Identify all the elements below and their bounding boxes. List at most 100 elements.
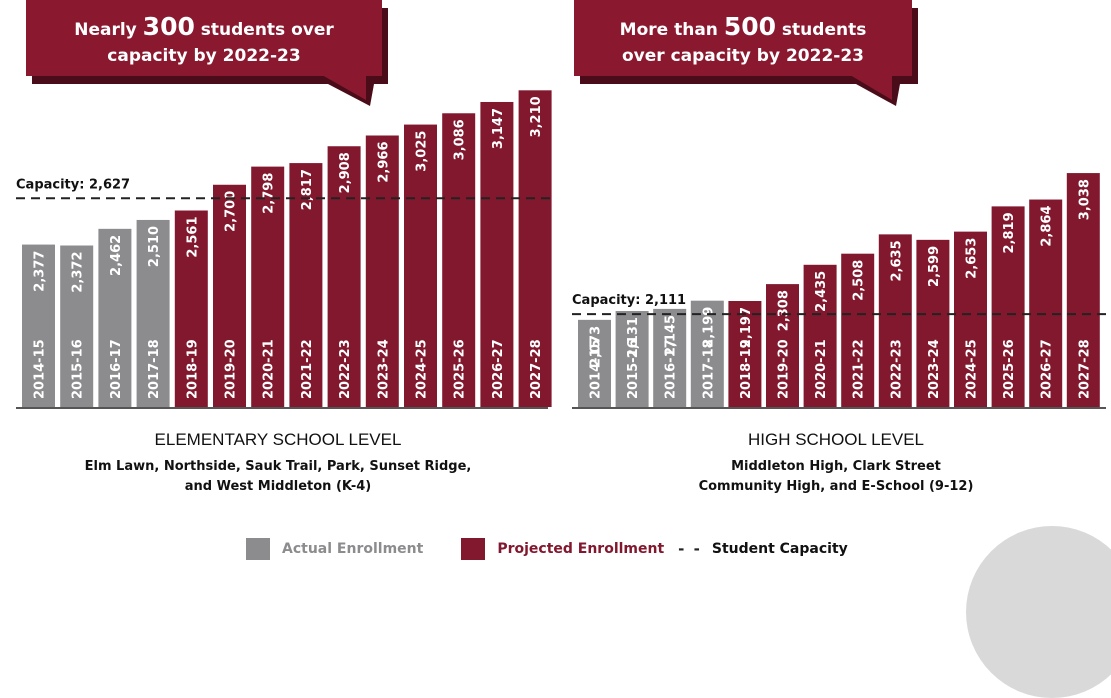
category-label: 2024-25 [415, 339, 430, 399]
category-label: 2027-28 [1077, 339, 1092, 399]
bar-2025-26 [991, 206, 1025, 407]
legend-projected-swatch [461, 538, 486, 560]
category-label: 2019-20 [224, 339, 239, 399]
category-label: 2021-22 [852, 339, 867, 399]
category-label: 2017-18 [701, 339, 716, 399]
value-label: 2,510 [147, 226, 162, 267]
bar-2014-15 [578, 319, 611, 407]
callout-text-line-1: More than 500 students [620, 12, 867, 41]
callout-box [26, 0, 382, 76]
category-label: 2014-15 [33, 339, 48, 399]
value-label: 2,377 [33, 251, 48, 292]
value-label: 2,308 [777, 290, 792, 331]
bar-2027-28 [1066, 173, 1100, 407]
bar-2016-17 [98, 228, 132, 407]
bar-2015-16 [615, 311, 649, 407]
bar-2018-19 [174, 210, 208, 407]
category-label: 2025-26 [453, 339, 468, 399]
chart-title: ELEMENTARY SCHOOL LEVEL [155, 430, 402, 449]
value-label: 2,817 [300, 169, 315, 210]
category-label: 2014-15 [589, 339, 604, 399]
callout-box [574, 0, 912, 76]
category-label: 2018-19 [185, 339, 200, 399]
bar-2025-26 [442, 113, 476, 407]
callout-text-segment: Nearly [74, 20, 142, 40]
value-label: 2,653 [965, 238, 980, 279]
callout-text-segment: More than [620, 20, 724, 40]
callout-text-segment: students [776, 20, 866, 40]
bar-2016-17 [653, 308, 687, 407]
value-label: 2,462 [109, 235, 124, 276]
bar-2022-23 [327, 146, 361, 407]
bar-2022-23 [878, 234, 912, 407]
category-label: 2016-17 [664, 339, 679, 399]
category-label: 2020-21 [814, 339, 829, 399]
category-label: 2015-16 [626, 339, 641, 399]
callout-text-segment: 500 [724, 12, 776, 41]
callout-text-line-2: over capacity by 2022-23 [622, 46, 864, 66]
category-label: 2023-24 [376, 339, 391, 399]
value-label: 2,908 [338, 152, 353, 193]
value-label: 2,197 [739, 307, 754, 348]
value-label: 3,210 [529, 96, 544, 137]
chart-subtitle-line-1: Middleton High, Clark Street [731, 459, 941, 474]
bar-2020-21 [251, 166, 285, 407]
category-label: 2017-18 [147, 339, 162, 399]
callout-text-segment: capacity by 2022-23 [107, 46, 300, 66]
bar-2021-22 [289, 163, 323, 407]
value-label: 2,798 [262, 173, 277, 214]
category-label: 2022-23 [889, 339, 904, 399]
callout-text-line-1: Nearly 300 students over [74, 12, 334, 41]
bar-2023-24 [916, 239, 950, 407]
value-label: 3,038 [1077, 179, 1092, 220]
legend-capacity-label: Student Capacity [711, 541, 848, 557]
bar-2027-28 [518, 90, 552, 408]
value-label: 2,599 [927, 246, 942, 287]
bar-2020-21 [803, 264, 837, 407]
legend-actual: Actual Enrollment [246, 538, 423, 560]
category-label: 2016-17 [109, 339, 124, 399]
value-label: 2,372 [71, 252, 86, 293]
callout-pointer [850, 75, 892, 100]
chart-subtitle-line-2: and West Middleton (K-4) [185, 479, 372, 494]
category-label: 2020-21 [262, 339, 277, 399]
value-label: 2,131 [626, 317, 641, 358]
elementary-chart: Nearly 300 students over capacity by 2022… [16, 0, 552, 494]
callout-text-segment: 300 [143, 12, 195, 41]
bar-2019-20 [213, 184, 246, 407]
chart-subtitle-line-1: Elm Lawn, Northside, Sauk Trail, Park, S… [85, 459, 472, 474]
value-label: 3,147 [491, 108, 506, 149]
category-label: 2025-26 [1002, 339, 1017, 399]
enrollment-charts: Nearly 300 students over capacity by 2022… [16, 0, 1106, 494]
callout-text-segment: students over [195, 20, 335, 40]
value-label: 3,025 [415, 131, 430, 172]
value-label: 2,561 [185, 217, 200, 258]
chart-title: HIGH SCHOOL LEVEL [748, 430, 924, 449]
bar-2017-18 [136, 219, 170, 407]
chart-subtitle-line-2: Community High, and E-School (9-12) [699, 479, 974, 494]
category-label: 2022-23 [338, 339, 353, 399]
callout-pointer [322, 75, 366, 100]
bar-2024-25 [404, 124, 437, 407]
bar-2023-24 [365, 135, 399, 407]
bar-2018-19 [728, 300, 762, 407]
capacity-label: Capacity: 2,111 [572, 293, 686, 308]
bar-2019-20 [766, 284, 799, 407]
callout-text-line-2: capacity by 2022-23 [107, 46, 300, 66]
legend-capacity: - - Student Capacity [678, 540, 848, 558]
category-label: 2019-20 [777, 339, 792, 399]
value-label: 2,635 [889, 240, 904, 281]
value-label: 2,199 [701, 307, 716, 348]
category-label: 2023-24 [927, 339, 942, 399]
value-label: 3,086 [453, 119, 468, 160]
legend-projected: Projected Enrollment [461, 538, 664, 560]
bar-2017-18 [690, 300, 724, 407]
value-label: 2,508 [852, 260, 867, 301]
bar-2014-15 [22, 244, 55, 407]
legend-actual-swatch [246, 538, 270, 560]
category-label: 2026-27 [491, 339, 506, 399]
legend-projected-label: Projected Enrollment [497, 541, 665, 557]
category-label: 2015-16 [71, 339, 86, 399]
value-label: 2,864 [1040, 206, 1055, 247]
callout-text-segment: over capacity by 2022-23 [622, 46, 864, 66]
